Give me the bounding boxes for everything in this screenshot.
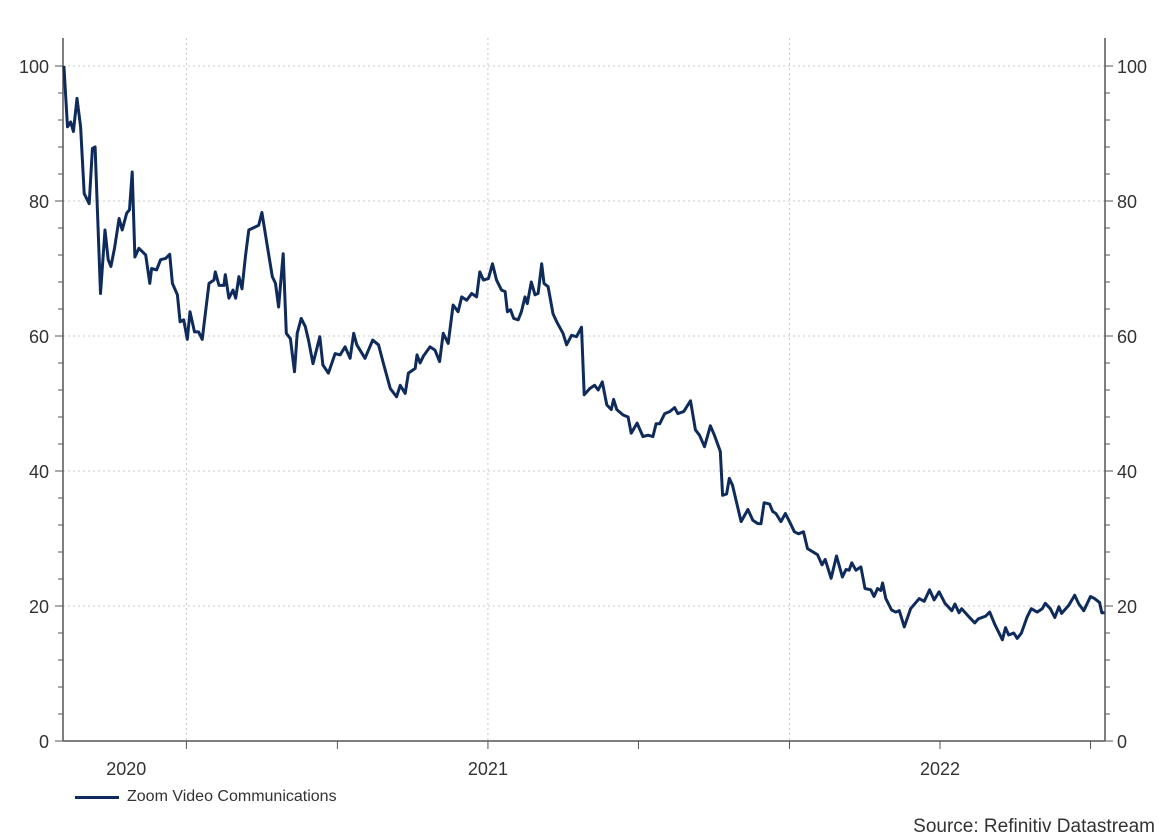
y-tick-label-left: 80 xyxy=(29,192,49,212)
legend-swatch xyxy=(75,795,119,799)
series-line-zoom-video-communications xyxy=(62,65,1105,642)
source-note: Source: Refinitiv Datastream xyxy=(913,816,1155,837)
x-tick-label: 2020 xyxy=(106,759,146,779)
y-tick-label-left: 100 xyxy=(19,57,49,77)
x-tick-label: 2021 xyxy=(468,759,508,779)
axes xyxy=(55,38,1113,749)
legend: Zoom Video Communications xyxy=(75,788,337,806)
y-tick-label-right: 60 xyxy=(1117,327,1137,347)
x-tick-label: 2022 xyxy=(920,759,960,779)
legend-label: Zoom Video Communications xyxy=(127,788,337,805)
y-tick-label-right: 0 xyxy=(1117,732,1127,752)
y-tick-label-right: 40 xyxy=(1117,462,1137,482)
data-points xyxy=(63,65,1105,640)
y-tick-label-left: 40 xyxy=(29,462,49,482)
y-tick-label-right: 80 xyxy=(1117,192,1137,212)
y-tick-label-left: 20 xyxy=(29,597,49,617)
y-tick-label-left: 0 xyxy=(39,732,49,752)
y-tick-label-right: 100 xyxy=(1117,57,1147,77)
series-group xyxy=(62,65,1105,642)
y-tick-label-right: 20 xyxy=(1117,597,1137,617)
gridlines xyxy=(63,38,1105,741)
y-tick-label-left: 60 xyxy=(29,327,49,347)
